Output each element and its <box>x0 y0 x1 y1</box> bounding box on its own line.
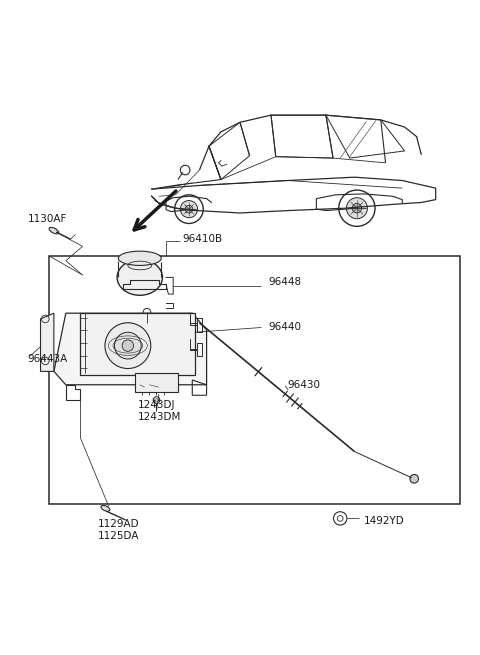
Text: 96448: 96448 <box>269 277 302 287</box>
Bar <box>49 256 459 504</box>
Circle shape <box>347 198 367 219</box>
Ellipse shape <box>118 251 161 265</box>
Bar <box>135 373 178 392</box>
Circle shape <box>410 474 419 483</box>
Ellipse shape <box>101 506 110 512</box>
Circle shape <box>185 205 193 213</box>
Text: 1492YD: 1492YD <box>364 516 405 526</box>
Circle shape <box>180 200 198 217</box>
Polygon shape <box>54 313 206 384</box>
Polygon shape <box>40 313 54 371</box>
Text: 1129AD
1125DA: 1129AD 1125DA <box>97 519 139 541</box>
Circle shape <box>105 323 151 369</box>
Text: 1130AF: 1130AF <box>28 214 67 224</box>
Text: 96443A: 96443A <box>28 354 68 364</box>
Bar <box>80 313 195 375</box>
Ellipse shape <box>117 259 162 295</box>
Ellipse shape <box>49 227 59 234</box>
Text: 96430: 96430 <box>288 380 321 390</box>
Text: 96410B: 96410B <box>183 234 223 244</box>
Circle shape <box>352 204 362 213</box>
Circle shape <box>115 332 141 359</box>
Text: 1243DJ
1243DM: 1243DJ 1243DM <box>137 400 181 422</box>
Text: 96440: 96440 <box>269 322 301 333</box>
Circle shape <box>122 340 133 351</box>
